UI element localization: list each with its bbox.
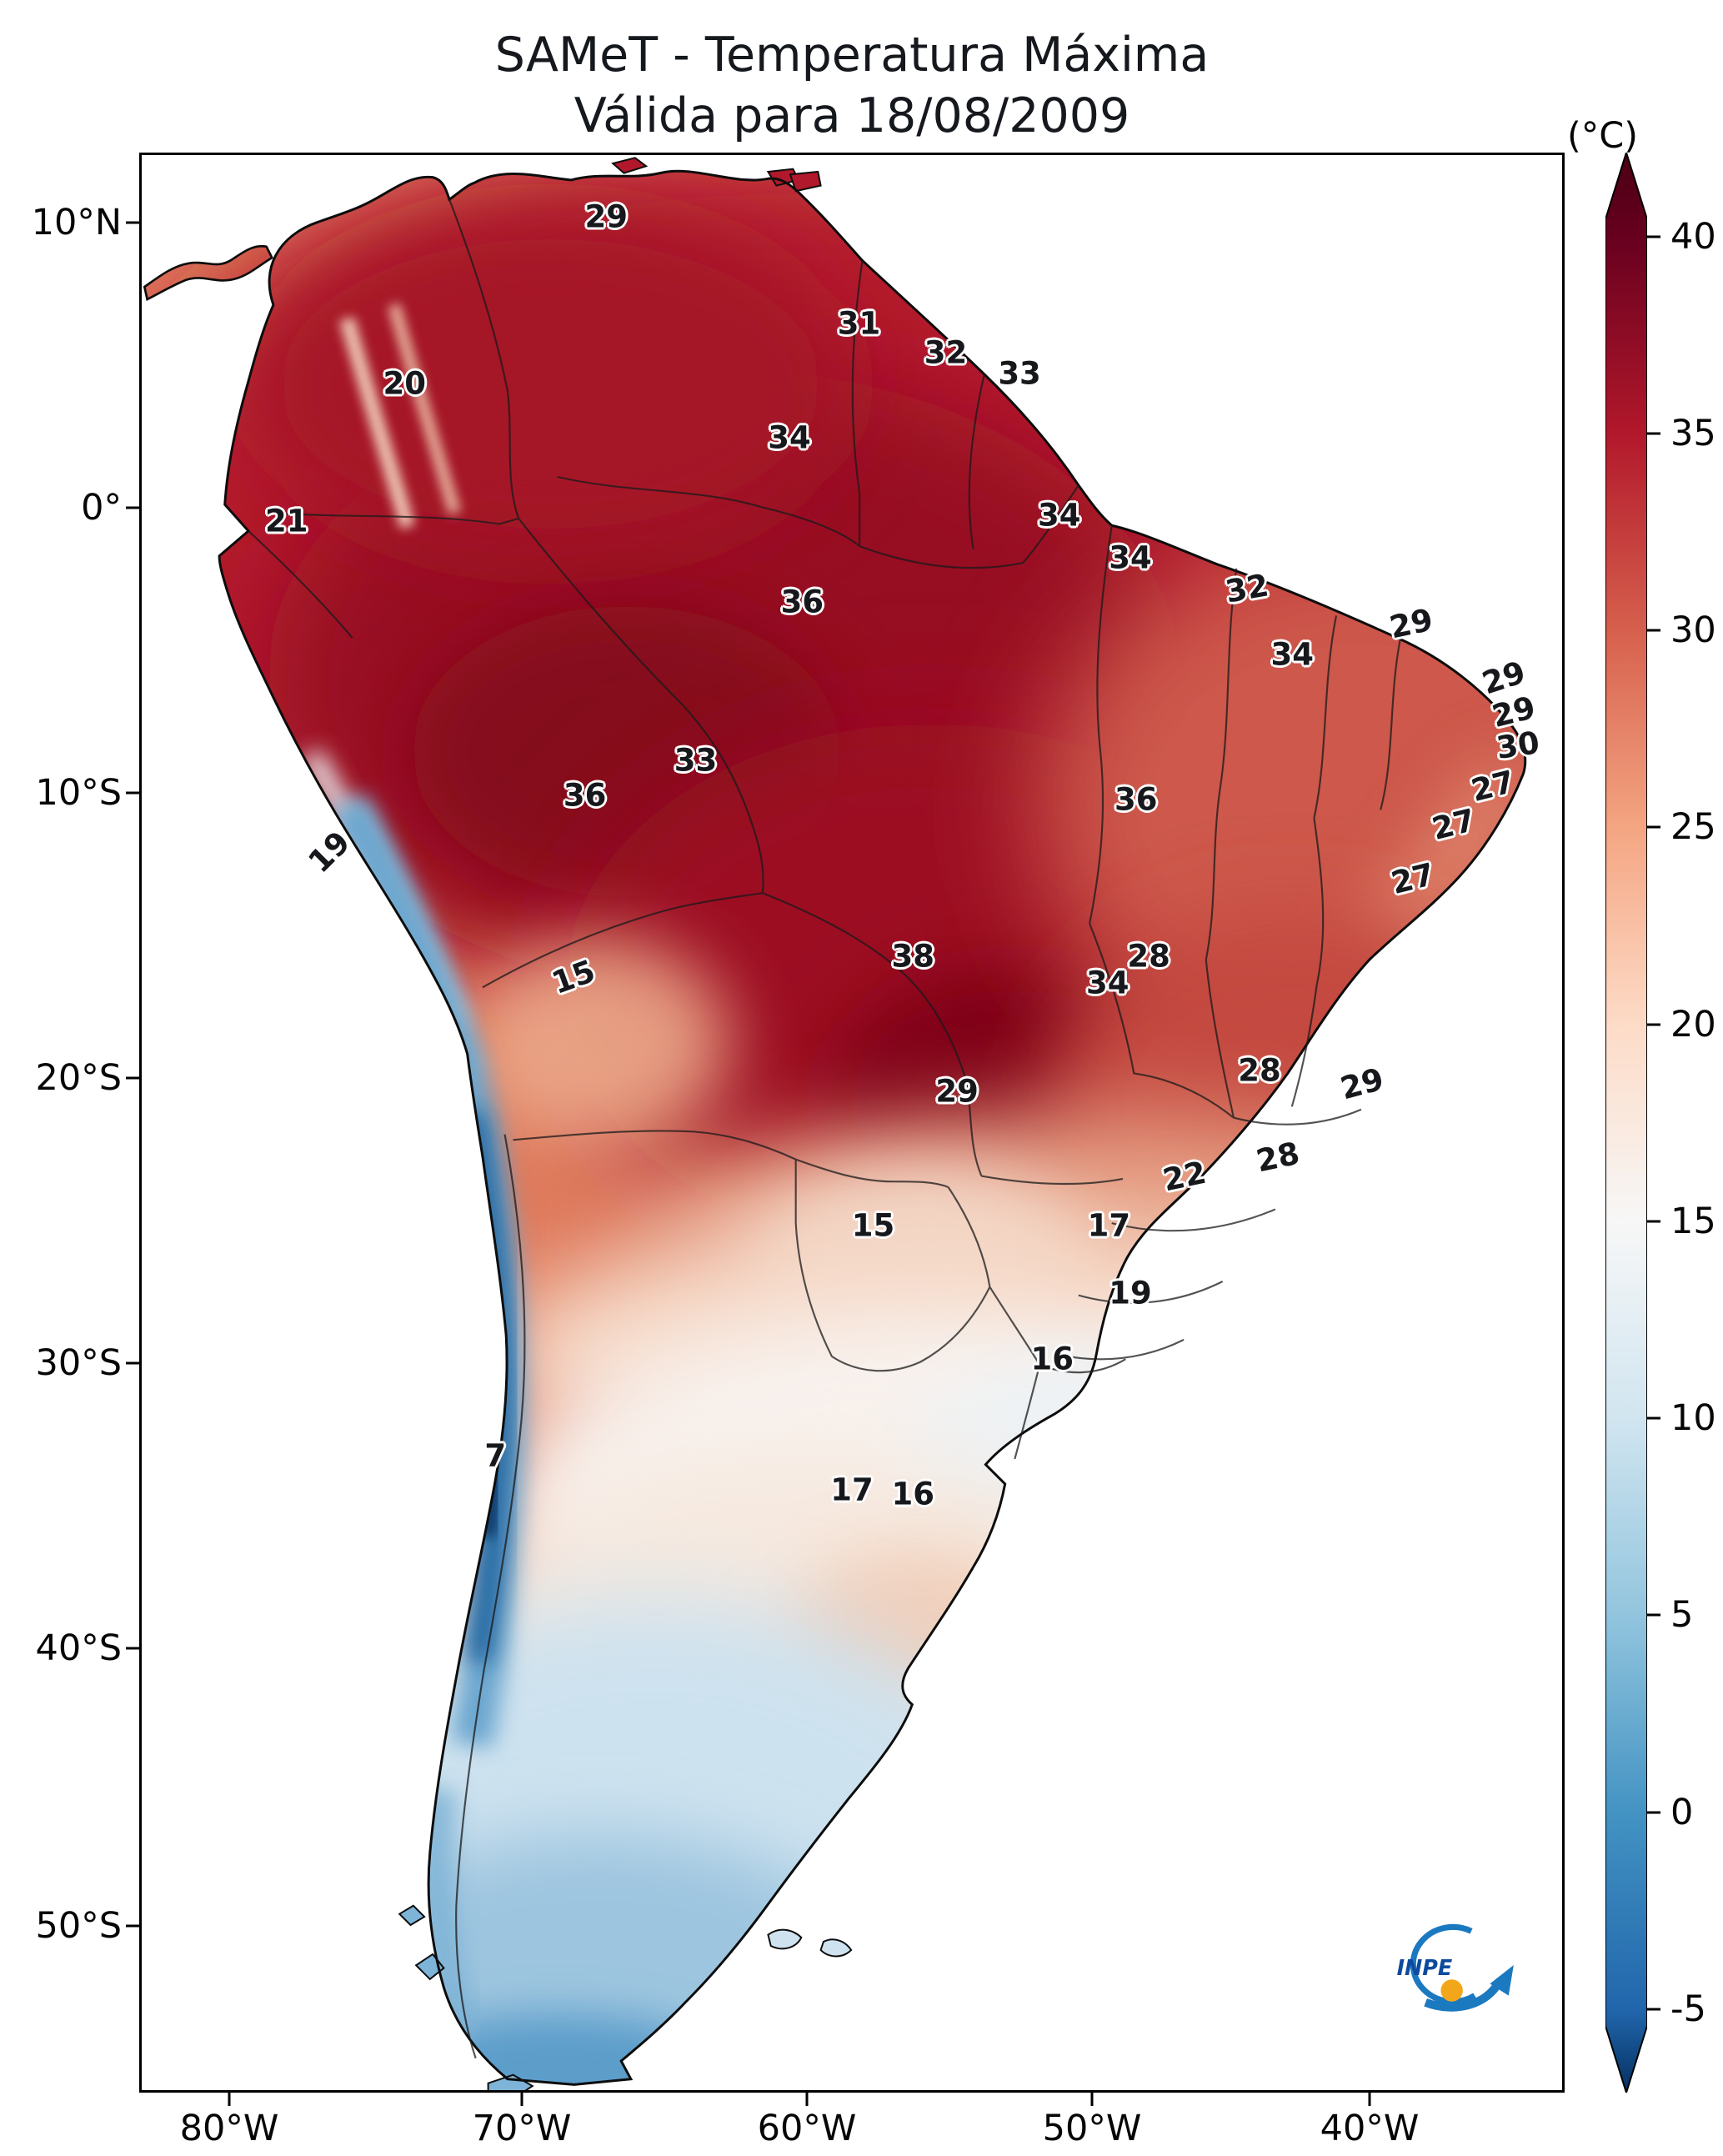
- temperature-value-label: 15: [547, 953, 600, 1002]
- colorbar-tick-label: 40: [1670, 215, 1716, 258]
- inpe-logo: INPE: [1370, 1914, 1518, 2016]
- x-axis-tick-label: 60°W: [757, 2108, 857, 2149]
- temperature-value-label: 31: [837, 305, 881, 342]
- temperature-value-label: 17: [830, 1472, 874, 1508]
- x-axis-tickmark: [805, 2093, 809, 2106]
- y-axis-tickmark: [126, 1361, 139, 1365]
- temperature-value-label: 21: [265, 503, 308, 539]
- inpe-orange-dot: [1440, 1979, 1463, 2002]
- colorbar-gradient-bar: [1605, 153, 1647, 2093]
- x-axis-tick-label: 40°W: [1320, 2108, 1420, 2149]
- colorbar-tickmark: [1647, 1811, 1660, 1814]
- x-axis-tick-label: 50°W: [1042, 2108, 1142, 2149]
- colorbar-tick-label: 10: [1670, 1397, 1716, 1440]
- colorbar-tickmark: [1647, 629, 1660, 632]
- colorbar-tickmark: [1647, 432, 1660, 435]
- y-axis-tick-label: 20°S: [35, 1057, 122, 1099]
- temperature-value-label: 27: [1467, 763, 1518, 809]
- colorbar-tickmark: [1647, 235, 1660, 238]
- y-axis-tick-label: 10°S: [35, 772, 122, 814]
- temperature-value-label: 22: [1160, 1155, 1210, 1199]
- temperature-value-label: 29: [935, 1073, 979, 1110]
- x-axis-tick-label: 70°W: [472, 2108, 572, 2149]
- temperature-value-label: 17: [1087, 1207, 1131, 1243]
- colorbar: [1605, 153, 1647, 2093]
- x-axis-tickmark: [1090, 2093, 1094, 2106]
- colorbar-tickmark: [1647, 1220, 1660, 1223]
- temperature-value-label: 19: [1109, 1275, 1152, 1311]
- y-axis-tick-label: 40°S: [35, 1627, 122, 1669]
- colorbar-tick-label: 15: [1670, 1200, 1716, 1242]
- colorbar-tick-label: -5: [1670, 1988, 1706, 2030]
- colorbar-tickmark: [1647, 1023, 1660, 1026]
- y-axis-tick-label: 30°S: [35, 1342, 122, 1384]
- x-axis-tickmark: [228, 2093, 231, 2106]
- title-line-1: SAMeT - Temperatura Máxima: [494, 28, 1210, 83]
- colorbar-tick-label: 35: [1670, 412, 1716, 454]
- temperature-value-label: 29: [1336, 1060, 1388, 1107]
- temperature-value-label: 36: [563, 777, 607, 814]
- temperature-value-label: 32: [924, 334, 968, 371]
- country-borders: [248, 198, 1401, 2059]
- colorbar-tick-label: 0: [1670, 1791, 1694, 1833]
- colorbar-tickmark: [1647, 2008, 1660, 2011]
- y-axis-tickmark: [126, 221, 139, 224]
- colorbar-tick-label: 20: [1670, 1003, 1716, 1045]
- temperature-value-label: 36: [1114, 781, 1158, 818]
- temperature-value-label: 33: [674, 742, 718, 779]
- colorbar-tick-label: 25: [1670, 806, 1716, 849]
- inpe-swirl: [1410, 1923, 1476, 2005]
- colorbar-tickmark: [1647, 1613, 1660, 1617]
- temperature-value-label: 29: [584, 198, 628, 235]
- y-axis-tick-label: 50°S: [35, 1905, 122, 1947]
- temperature-value-label: 15: [851, 1207, 895, 1243]
- temperature-value-label: 29: [1386, 601, 1437, 646]
- colorbar-tickmark: [1647, 1416, 1660, 1420]
- x-axis-tickmark: [520, 2093, 523, 2106]
- x-axis-tickmark: [1368, 2093, 1371, 2106]
- temperature-value-label: 28: [1253, 1135, 1303, 1180]
- y-axis-tickmark: [126, 1076, 139, 1080]
- temperature-value-label: 7: [484, 1437, 507, 1474]
- temperature-value-label: 28: [1238, 1052, 1281, 1089]
- title-line-2: Válida para 18/08/2009: [573, 88, 1130, 143]
- figure-title: SAMeT - Temperatura Máxima Válida para 1…: [139, 25, 1565, 147]
- temperature-value-label: 27: [1429, 801, 1480, 848]
- colorbar-tick-label: 5: [1670, 1594, 1694, 1637]
- temperature-value-label: 34: [768, 419, 811, 456]
- temperature-value-label: 32: [1222, 567, 1271, 610]
- inpe-logo-text: INPE: [1397, 1955, 1453, 1980]
- map-plot-area: 29 20 31 32 33 34 21 34 34 32 36 29 34 29 29 30 33 27 36 36…: [139, 153, 1565, 2093]
- inpe-arrow-head-icon: [1490, 1965, 1514, 1996]
- y-axis-tickmark: [126, 1924, 139, 1928]
- y-axis-tickmark: [126, 506, 139, 509]
- temperature-value-label: 34: [1270, 636, 1314, 673]
- temperature-value-label: 34: [1085, 965, 1129, 1001]
- map-labels-layer: 29 20 31 32 33 34 21 34 34 32 36 29 34 29 29 30 33 27 36 36…: [142, 155, 1562, 2090]
- y-axis-tickmark: [126, 791, 139, 795]
- temperature-value-label: 20: [383, 365, 426, 402]
- temperature-value-label: 16: [891, 1476, 935, 1512]
- islands: [398, 157, 853, 2090]
- temperature-value-label: 34: [1038, 497, 1081, 534]
- temperature-value-label: 38: [891, 938, 935, 975]
- inpe-arrow-curve: [1424, 1978, 1505, 2012]
- colorbar-tick-label: 30: [1670, 609, 1716, 652]
- temperature-value-label: 34: [1109, 539, 1152, 576]
- colorbar-unit-label: (°C): [1567, 115, 1639, 157]
- y-axis-tick-label: 10°N: [31, 202, 122, 243]
- temperature-value-label: 30: [1494, 725, 1542, 766]
- y-axis-tickmark: [126, 1647, 139, 1650]
- temperature-value-label: 28: [1127, 938, 1170, 975]
- south-america-map: [143, 157, 1527, 2090]
- x-axis-tick-label: 80°W: [179, 2108, 279, 2149]
- temperature-value-label: 19: [301, 824, 358, 880]
- temperature-value-label: 27: [1387, 855, 1439, 902]
- colorbar-tickmark: [1647, 825, 1660, 829]
- y-axis-tick-label: 0°: [81, 487, 122, 529]
- temperature-value-label: 33: [998, 355, 1041, 392]
- temperature-value-label: 16: [1030, 1341, 1074, 1377]
- temperature-value-label: 36: [780, 584, 824, 620]
